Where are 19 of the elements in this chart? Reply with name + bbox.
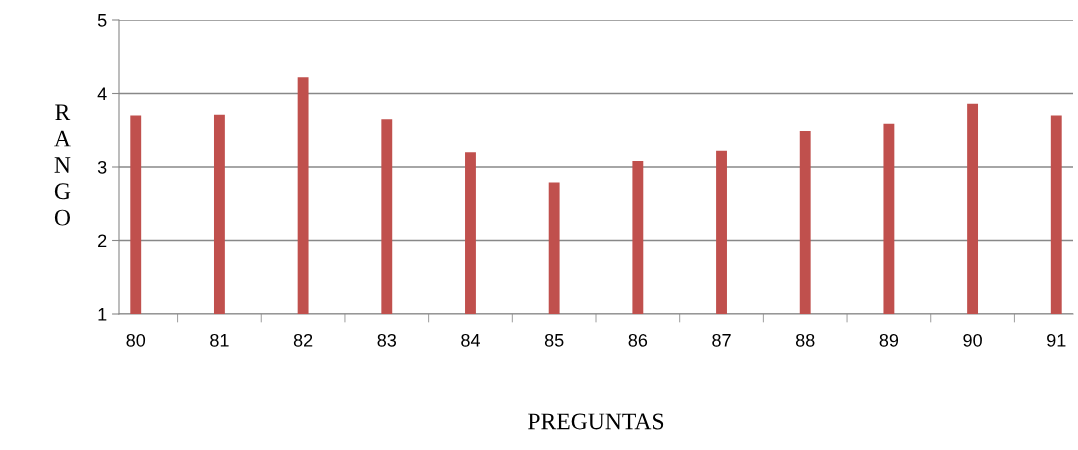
x-tick-label: 83	[377, 333, 397, 347]
x-tick-label: 81	[210, 333, 229, 347]
y-tick-label: 3	[97, 160, 107, 174]
x-tick-label: 90	[963, 333, 982, 347]
x-tick-label: 87	[712, 333, 731, 347]
x-tick-label: 82	[293, 333, 313, 347]
x-tick-label: 88	[795, 333, 815, 347]
y-tick-label: 2	[98, 234, 107, 248]
x-tick-label: 89	[879, 333, 899, 347]
y-tick-label: 1	[98, 308, 107, 321]
y-tick-label: 4	[97, 87, 107, 101]
x-tick-label: 85	[544, 333, 564, 347]
x-axis-title: PREGUNTAS	[528, 413, 664, 430]
y-tick-label: 5	[97, 14, 107, 27]
x-tick-label: 86	[628, 333, 648, 347]
x-tick-label: 84	[461, 333, 480, 347]
y-axis-title: RANGO	[54, 104, 71, 226]
x-tick-label: 80	[126, 333, 146, 347]
x-tick-label: 91	[1047, 333, 1066, 347]
